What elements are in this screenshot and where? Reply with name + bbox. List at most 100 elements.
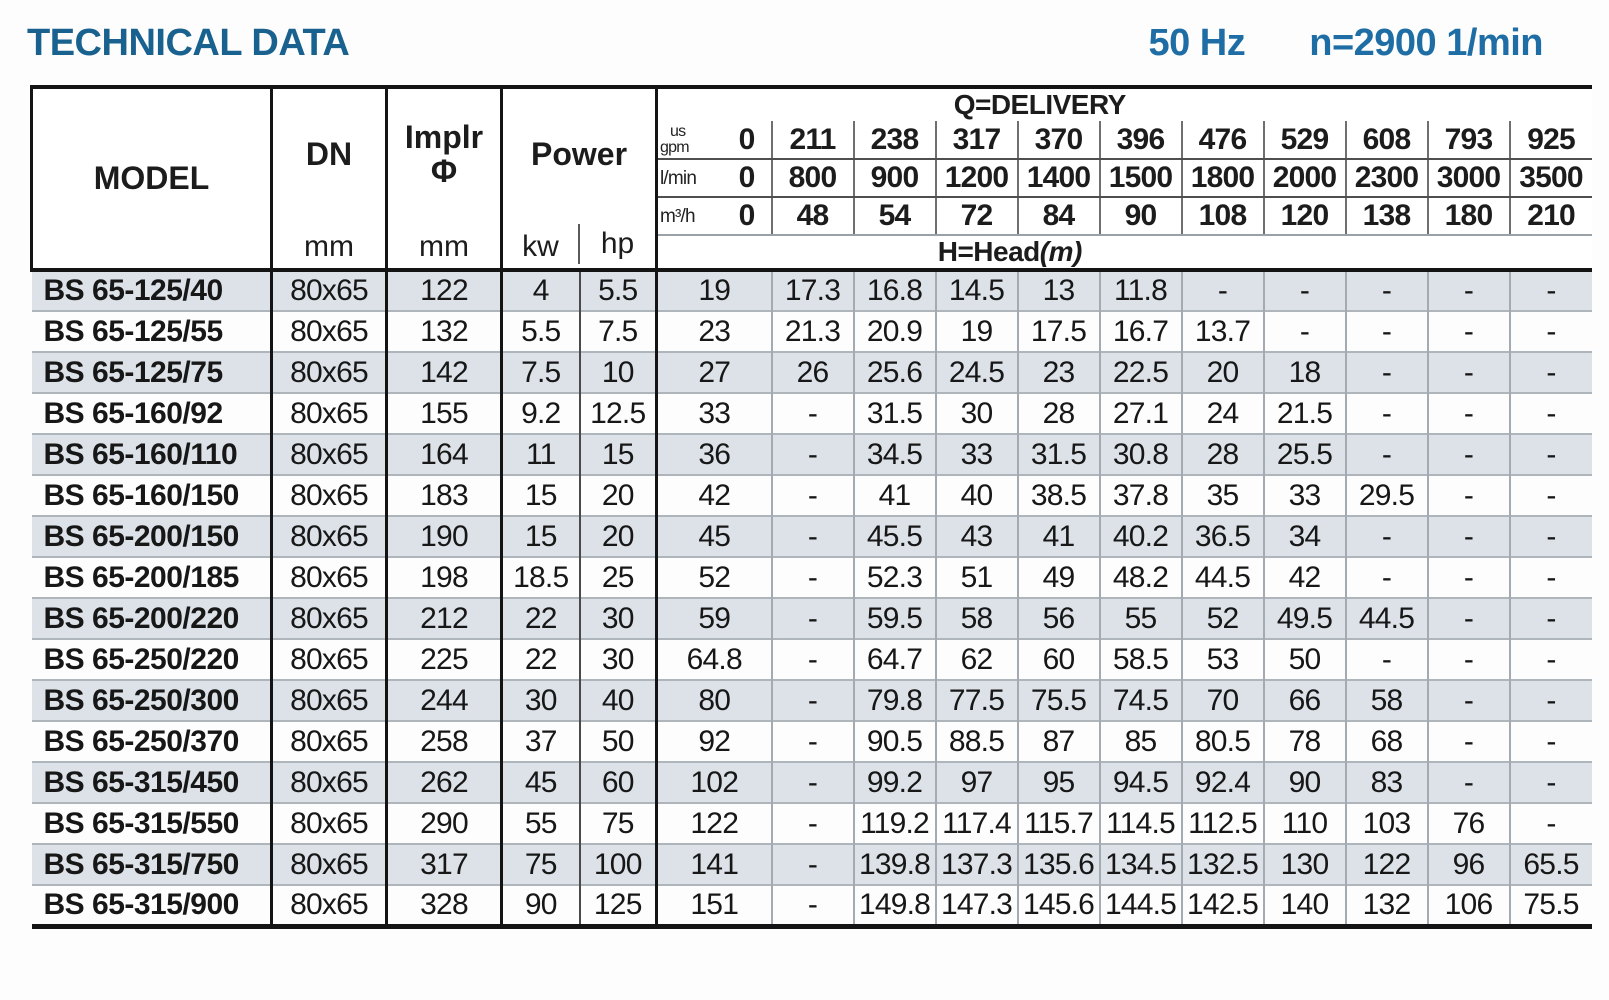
head-cell: 80 (656, 679, 772, 721)
head-cell: 49 (1016, 556, 1100, 598)
table-row: BS 65-160/92 80x65 155 9.2 12.5 33 - 31.… (31, 392, 1592, 434)
head-title-row: H=Head(m) (32, 235, 1592, 270)
m3h-unit-cell: m³/h 0 (656, 197, 772, 236)
hp-cell: 10 (579, 351, 658, 393)
head-cell: 92.4 (1180, 761, 1264, 803)
dn-cell: 80x65 (271, 433, 388, 475)
head-cell: 77.5 (934, 679, 1018, 721)
dn-cell: 80x65 (271, 761, 388, 803)
dn-cell: 80x65 (271, 638, 388, 680)
head-cell: 17.5 (1016, 310, 1100, 352)
head-cell: 85 (1098, 720, 1182, 762)
head-cell: 16.7 (1098, 310, 1182, 352)
model-cell: BS 65-315/900 (31, 884, 273, 926)
head-cell: 147.3 (934, 884, 1018, 926)
head-cell: 36 (656, 433, 772, 475)
implr-cell: 132 (386, 310, 503, 352)
implr-cell: 244 (386, 679, 503, 721)
dn-cell: 80x65 (271, 474, 388, 516)
hp-cell: 30 (579, 597, 658, 639)
head-cell: - (1344, 433, 1428, 475)
head-cell: 17.3 (770, 268, 854, 311)
table-row: BS 65-160/150 80x65 183 15 20 42 - 41 40… (31, 474, 1592, 516)
table-row: BS 65-315/450 80x65 262 45 60 102 - 99.2… (31, 761, 1592, 803)
head-cell: 27.1 (1098, 392, 1182, 434)
top-bar: TECHNICAL DATA 50 Hz n=2900 1/min (0, 0, 1609, 85)
hp-cell: 125 (579, 884, 658, 926)
head-cell: 40.2 (1098, 515, 1182, 557)
head-cell: - (1344, 268, 1428, 311)
head-cell: 62 (934, 638, 1018, 680)
model-cell: BS 65-200/150 (31, 515, 273, 557)
table-row: BS 65-125/40 80x65 122 4 5.5 19 17.3 16.… (31, 268, 1592, 311)
implr-cell: 142 (386, 351, 503, 393)
head-cell: 21.3 (770, 310, 854, 352)
head-cell: 74.5 (1098, 679, 1182, 721)
head-cell: - (1426, 556, 1510, 598)
head-cell: - (770, 843, 854, 885)
model-label: MODEL (93, 159, 210, 196)
head-cell: 132.5 (1180, 843, 1264, 885)
dn-cell: 80x65 (271, 268, 388, 311)
head-cell: - (770, 515, 854, 557)
head-cell: 60 (1016, 638, 1100, 680)
head-cell: - (1426, 720, 1510, 762)
head-cell: 38.5 (1016, 474, 1100, 516)
head-cell: 92 (656, 720, 772, 762)
implr-cell: 155 (386, 392, 503, 434)
delivery-title: Q=DELIVERY (656, 87, 1592, 121)
head-cell: 102 (656, 761, 772, 803)
head-title: H=Head(m) (656, 235, 1592, 270)
impeller-unit: mm (419, 230, 469, 263)
dn-cell: 80x65 (271, 802, 388, 844)
model-cell: BS 65-160/150 (31, 474, 273, 516)
head-cell: 112.5 (1180, 802, 1264, 844)
head-cell: 95 (1016, 761, 1100, 803)
kw-cell: 30 (501, 679, 581, 721)
head-cell: - (770, 433, 854, 475)
head-cell: 30.8 (1098, 433, 1182, 475)
kw-cell: 55 (501, 802, 581, 844)
head-cell: 94.5 (1098, 761, 1182, 803)
head-cell: 23 (656, 310, 772, 352)
head-cell: 37.8 (1098, 474, 1182, 516)
head-cell: - (1426, 597, 1510, 639)
hp-cell: 100 (579, 843, 658, 885)
spec-labels: 50 Hz n=2900 1/min (1148, 22, 1543, 65)
head-cell: - (770, 556, 854, 598)
head-cell: - (1426, 515, 1510, 557)
power-label: Power (530, 135, 628, 172)
kw-cell: 5.5 (501, 310, 581, 352)
head-cell: 24 (1180, 392, 1264, 434)
head-cell: 58 (934, 597, 1018, 639)
dn-cell: 80x65 (271, 597, 388, 639)
head-cell: 25.5 (1262, 433, 1346, 475)
hp-cell: 50 (579, 720, 658, 762)
head-cell: - (1508, 679, 1592, 721)
head-cell: 80.5 (1180, 720, 1264, 762)
kw-cell: 7.5 (501, 351, 581, 393)
dn-cell: 80x65 (271, 515, 388, 557)
head-cell: 14.5 (934, 268, 1018, 311)
head-cell: 28 (1180, 433, 1264, 475)
model-cell: BS 65-160/110 (31, 433, 273, 475)
head-cell: - (1508, 474, 1592, 516)
head-cell: 44.5 (1180, 556, 1264, 598)
kw-cell: 4 (501, 268, 581, 311)
head-cell: - (1426, 433, 1510, 475)
table-row: BS 65-250/300 80x65 244 30 40 80 - 79.8 … (31, 679, 1592, 721)
head-cell: 114.5 (1098, 802, 1182, 844)
head-cell: 110 (1262, 802, 1346, 844)
lmin-unit-label: l/min (660, 167, 697, 189)
head-cell: 41 (852, 474, 936, 516)
table-row: BS 65-200/150 80x65 190 15 20 45 - 45.5 … (31, 515, 1592, 557)
head-cell: - (1426, 679, 1510, 721)
head-cell: 64.8 (656, 638, 772, 680)
head-cell: - (1180, 268, 1264, 311)
page-title: TECHNICAL DATA (27, 22, 350, 64)
head-cell: 59 (656, 597, 772, 639)
head-cell: 141 (656, 843, 772, 885)
head-cell: 34.5 (852, 433, 936, 475)
head-cell: 75.5 (1016, 679, 1100, 721)
table-row: BS 65-125/75 80x65 142 7.5 10 27 26 25.6… (31, 351, 1592, 393)
